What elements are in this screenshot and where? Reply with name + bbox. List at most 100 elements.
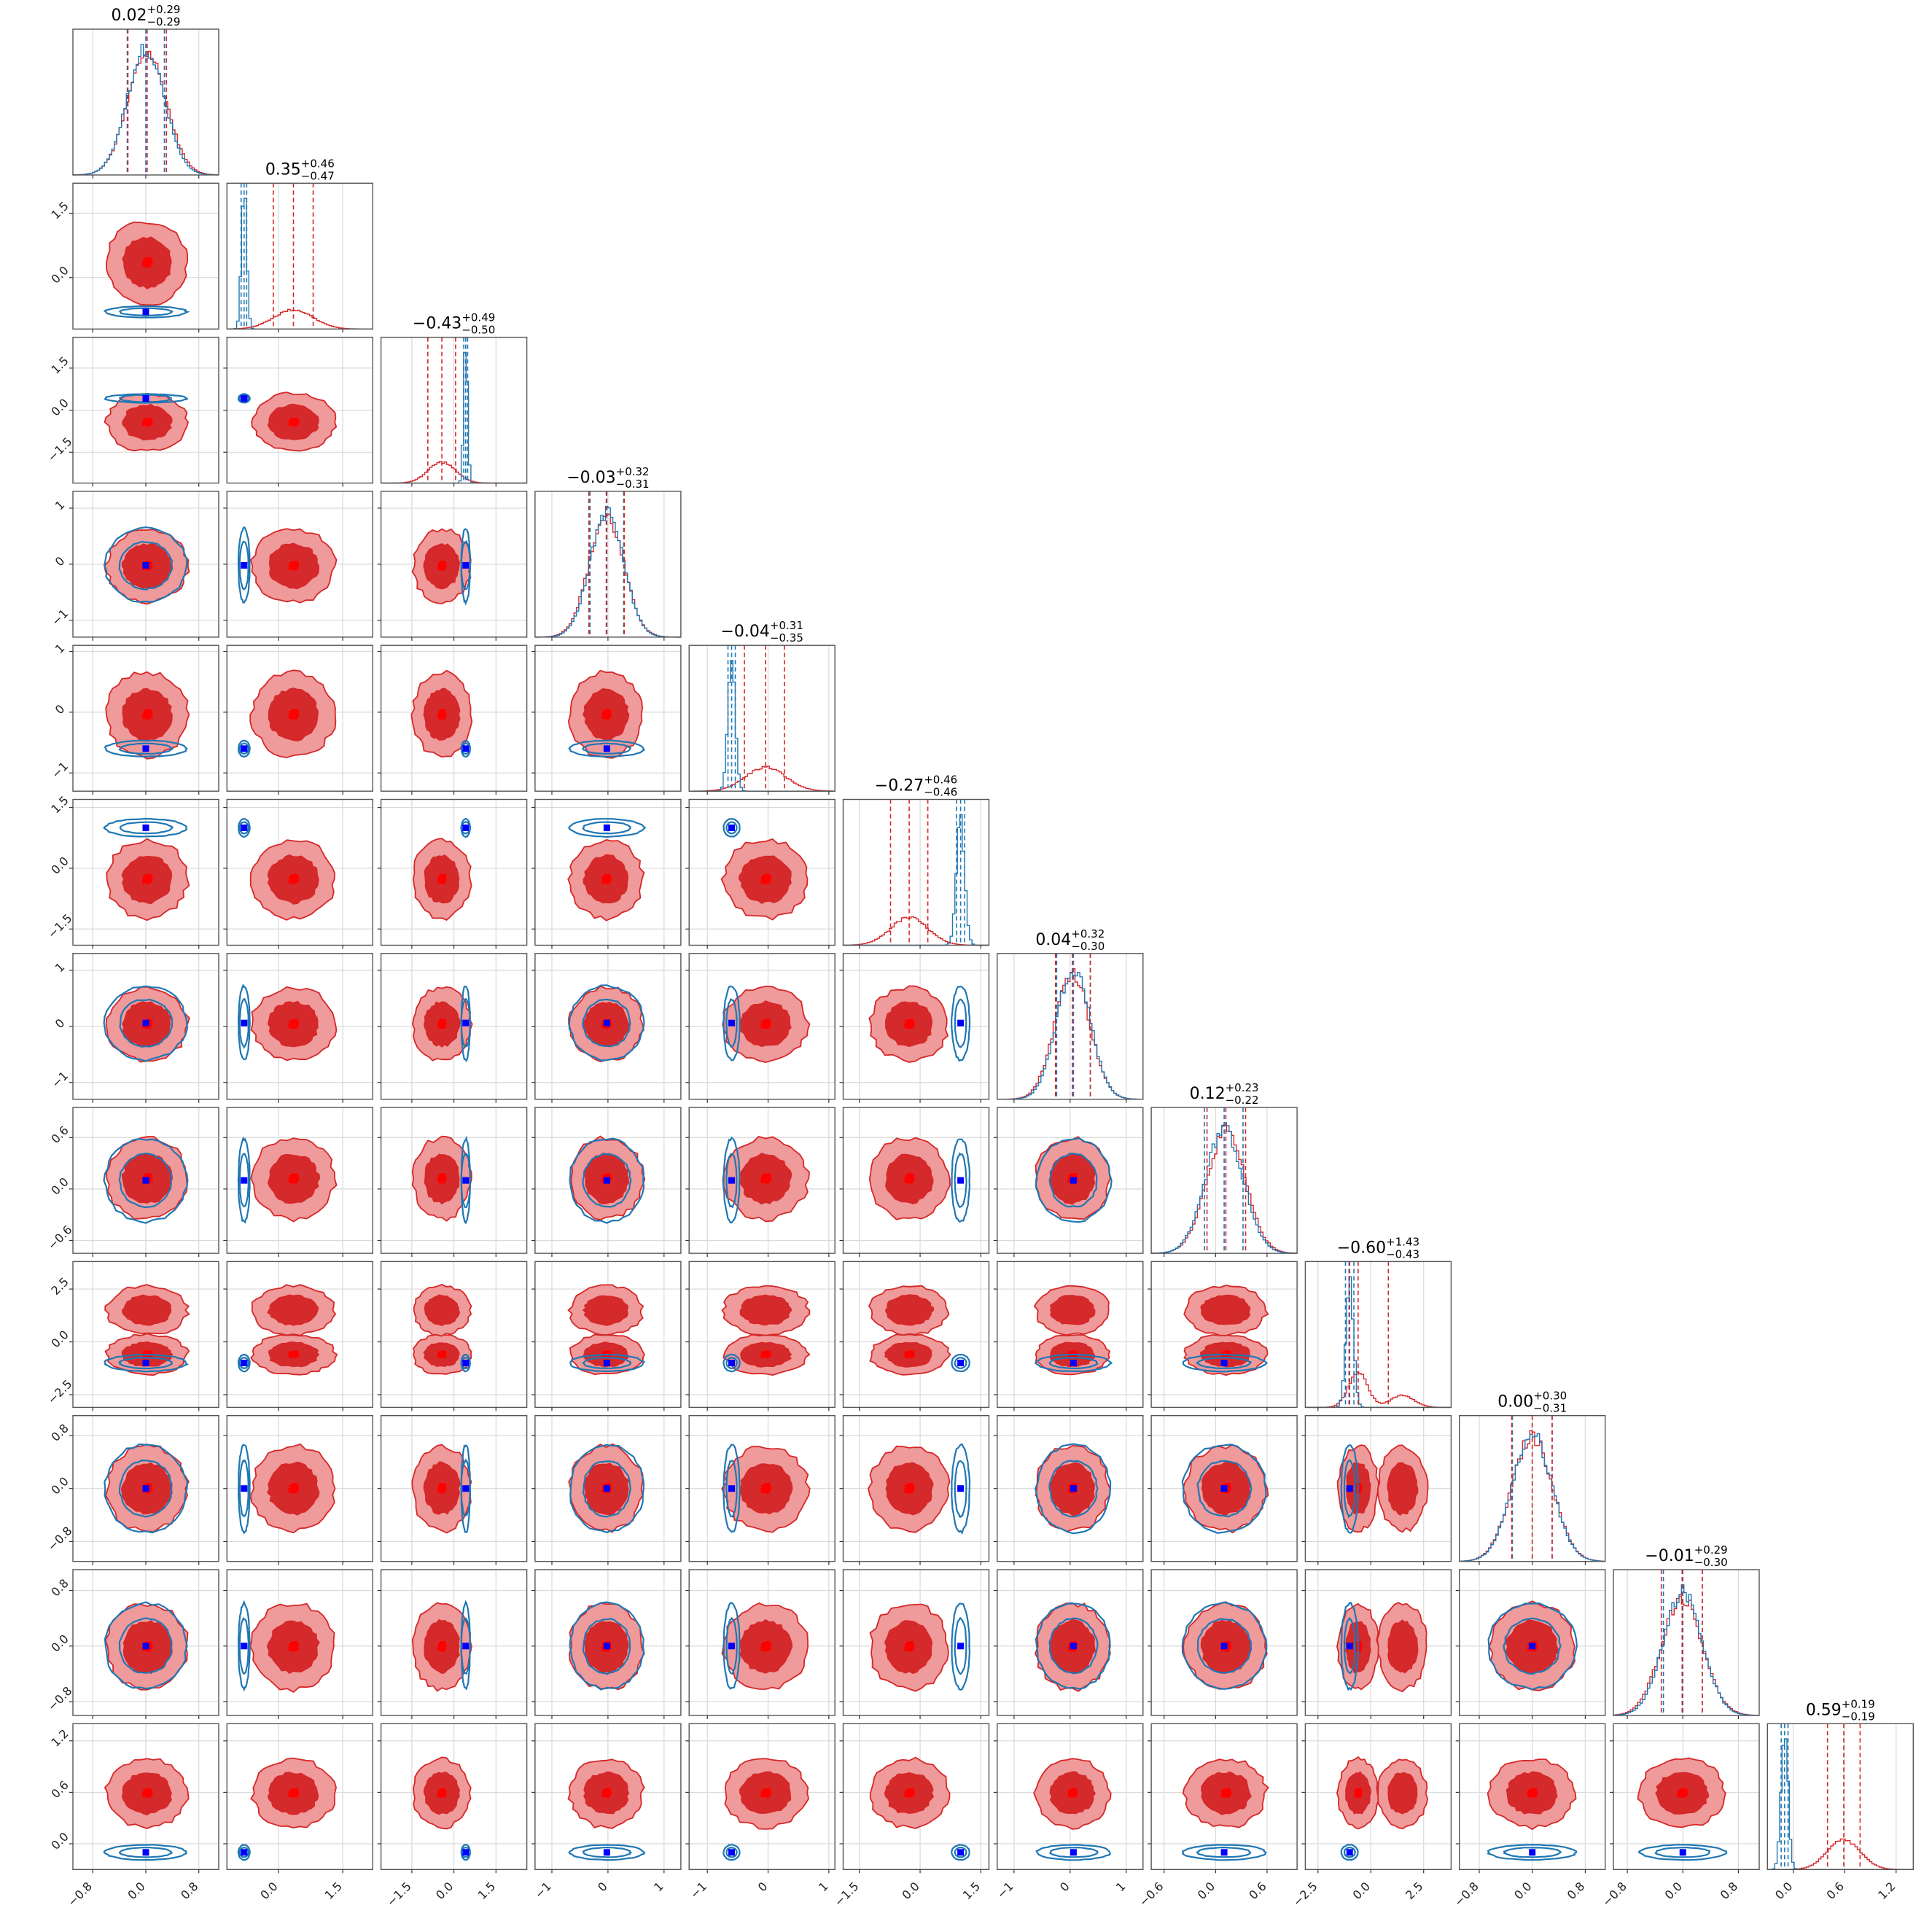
blue-contour [237, 1844, 251, 1861]
red-marker [147, 1021, 153, 1027]
blue-marker [462, 1485, 470, 1492]
hist-panel-9: −0.60+1.43 −0.43 [1304, 1235, 1452, 1411]
blue-contour [104, 393, 188, 404]
blue-contour [569, 1353, 646, 1373]
title-minus: −0.50 [461, 324, 495, 337]
red-marker [288, 1792, 294, 1798]
red-marker [1226, 1644, 1231, 1650]
panel-9-4 [531, 1261, 682, 1411]
blue-marker [957, 1643, 965, 1650]
red-marker [147, 1176, 153, 1182]
red-marker [294, 1176, 300, 1182]
blue-contour [118, 1847, 173, 1858]
y-tick-label: 0.6 [48, 1778, 71, 1801]
y-tick-label: 0.6 [48, 1123, 71, 1146]
red-marker [288, 1177, 294, 1183]
blue-contour [460, 1846, 471, 1858]
red-marker [147, 563, 153, 569]
red-marker [905, 1175, 911, 1180]
blue-marker [603, 1849, 610, 1856]
blue-marker [462, 561, 470, 569]
red-marker [142, 262, 148, 268]
blue-contour [238, 540, 250, 591]
panel-12-10 [1455, 1723, 1606, 1874]
title-value: 0.04 [1035, 931, 1071, 949]
red-contour [424, 1294, 461, 1326]
blue-contour [951, 1353, 970, 1373]
hist-panel-6: −0.27+0.46 −0.46 [842, 774, 990, 949]
red-marker [761, 1175, 767, 1180]
blue-histogram [534, 506, 681, 638]
panel-11-5 [685, 1569, 835, 1719]
blue-contour [1181, 1601, 1268, 1690]
red-marker [1072, 1791, 1078, 1796]
blue-marker [241, 1360, 248, 1367]
y-tick-label: 1 [52, 960, 68, 975]
red-marker [601, 1792, 607, 1798]
panel-8-4 [531, 1107, 682, 1258]
blue-contour [1048, 1460, 1099, 1518]
blue-contour [954, 1846, 967, 1858]
hist-panel-2: 0.35+0.46 −0.47 [226, 157, 373, 333]
panel-9-5 [685, 1261, 835, 1411]
red-marker [601, 878, 607, 884]
title-minus: −0.46 [924, 786, 957, 799]
blue-contour [725, 1847, 738, 1858]
blue-marker [241, 394, 248, 402]
red-marker [294, 1791, 300, 1796]
red-marker [1354, 1487, 1360, 1493]
red-marker [437, 714, 443, 720]
x-tick-label: 0.6 [1246, 1880, 1269, 1902]
panel-4-1 [69, 491, 219, 641]
blue-contour [569, 1137, 645, 1224]
blue-contour [954, 998, 967, 1048]
blue-marker [241, 1485, 248, 1492]
blue-contour [1487, 1844, 1578, 1861]
red-marker [441, 1486, 447, 1492]
y-tick-label: 0.8 [48, 1576, 71, 1599]
panel-frame [1150, 1107, 1298, 1254]
blue-contour [1182, 1844, 1267, 1861]
y-tick-label: 1 [52, 498, 68, 513]
panel-title-9: −0.60+1.43 −0.43 [1337, 1235, 1419, 1261]
blue-marker [1529, 1643, 1536, 1650]
title-value: 0.12 [1190, 1085, 1226, 1103]
red-marker [606, 876, 612, 882]
y-tick-label: −1 [49, 1069, 71, 1091]
y-tick-label: 0.0 [48, 1474, 71, 1497]
blue-contour [1195, 1356, 1253, 1369]
red-marker [905, 1020, 911, 1026]
blue-contour [1181, 1444, 1267, 1534]
y-tick-label: 0.0 [48, 263, 71, 286]
red-marker [437, 1177, 443, 1183]
red-marker [142, 1792, 148, 1798]
blue-contour [237, 1353, 251, 1373]
panel-10-4 [531, 1414, 682, 1565]
blue-contour [1048, 1617, 1099, 1675]
red-marker [904, 1177, 910, 1183]
blue-marker [462, 1360, 470, 1367]
blue-contour [582, 1460, 632, 1518]
red-marker [760, 878, 766, 884]
x-tick-label: 1.5 [322, 1880, 345, 1902]
blue-contour [1182, 1353, 1269, 1373]
blue-contour [569, 1601, 645, 1691]
panel-10-5 [685, 1414, 835, 1565]
y-tick-label: 0.0 [48, 854, 71, 876]
red-marker [441, 1791, 447, 1796]
blue-marker [1346, 1849, 1353, 1856]
blue-contour [1034, 1353, 1113, 1373]
title-value: 0.59 [1806, 1701, 1842, 1719]
blue-marker [957, 1485, 965, 1492]
blue-contour [104, 1443, 189, 1534]
x-tick-label: −2.5 [1290, 1880, 1320, 1909]
x-tick-label: 1.5 [475, 1880, 498, 1902]
blue-contour [118, 742, 174, 755]
red-marker [606, 712, 612, 717]
panel-2-1 [69, 182, 219, 333]
hist-panel-1: 0.02+0.29 −0.29 [72, 3, 219, 179]
panel-11-2 [223, 1569, 373, 1719]
blue-contour [954, 1356, 967, 1370]
blue-contour [725, 1152, 738, 1209]
blue-contour [238, 997, 249, 1049]
